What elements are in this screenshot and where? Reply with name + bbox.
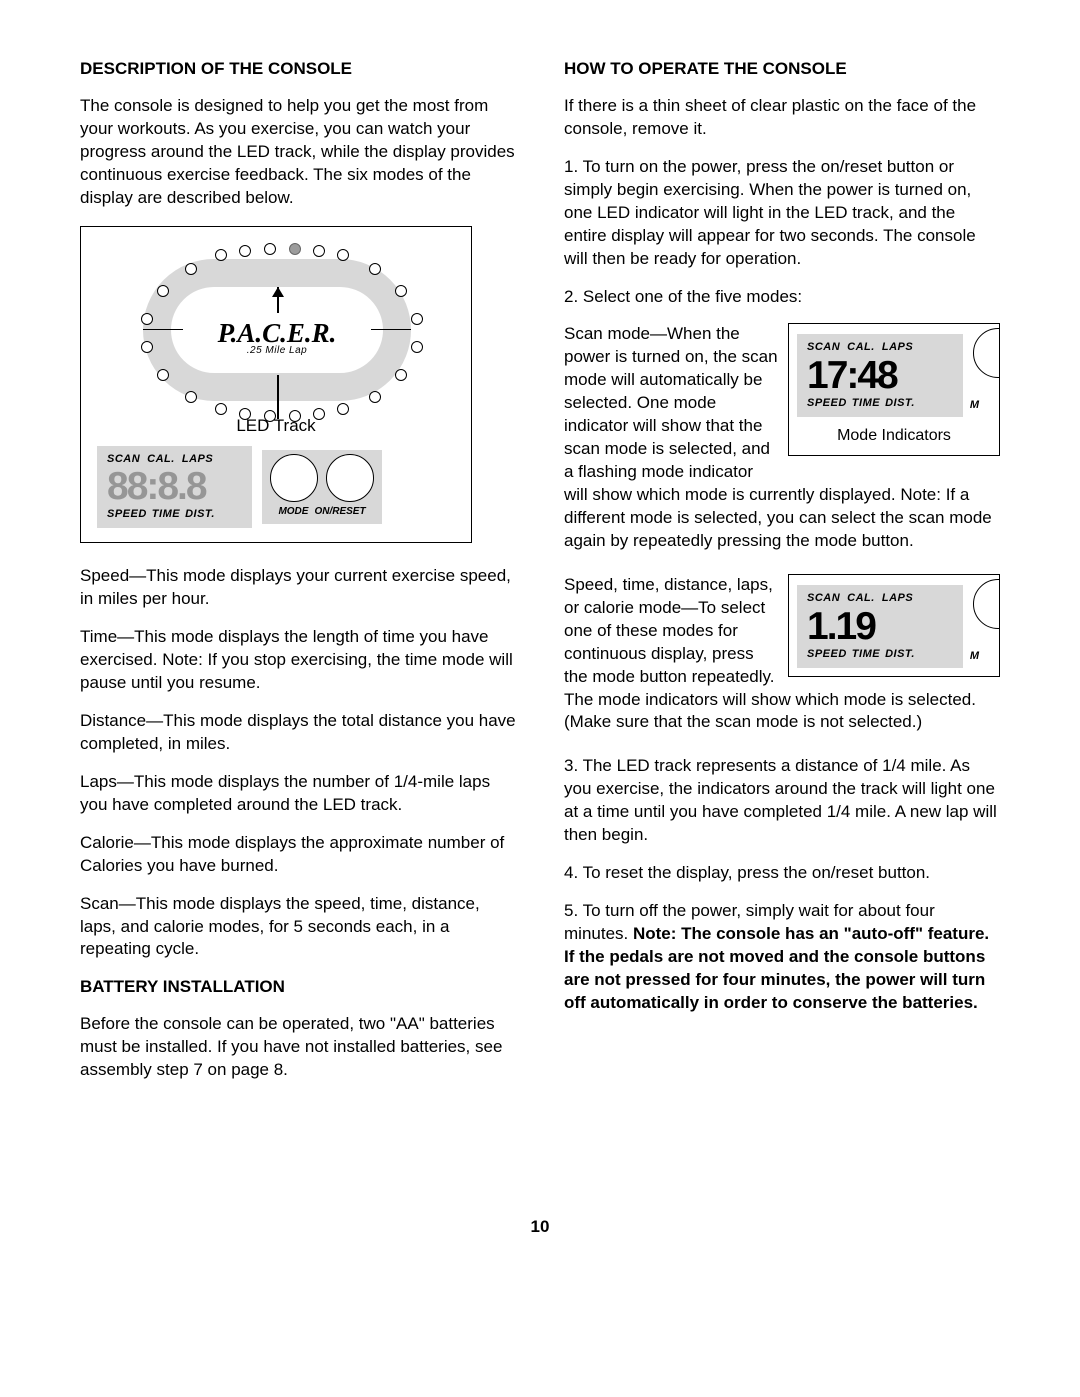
- h-line-right: [371, 329, 411, 331]
- led-indicator: [215, 403, 227, 415]
- mini2-laps: LAPS: [882, 591, 913, 606]
- led-indicator: [289, 243, 301, 255]
- buttons-block: MODE ON/RESET: [262, 450, 382, 524]
- lcd-display: SCAN CAL. LAPS 88:8.8 SPEED TIME DIST.: [97, 446, 252, 529]
- step-4: 4. To reset the display, press the on/re…: [564, 862, 1000, 885]
- page-number: 10: [80, 1217, 1000, 1237]
- led-indicator: [239, 245, 251, 257]
- lcd-value: 88:8.8: [107, 467, 242, 506]
- intro-paragraph: The console is designed to help you get …: [80, 95, 516, 210]
- calorie-mode-text: Calorie—This mode displays the approxima…: [80, 832, 516, 878]
- lcd-label-cal: CAL.: [147, 452, 175, 467]
- right-column: HOW TO OPERATE THE CONSOLE If there is a…: [564, 58, 1000, 1097]
- mini2-speed: SPEED: [807, 647, 847, 662]
- partial-button-icon: [969, 334, 991, 417]
- mini1-cal: CAL.: [847, 340, 875, 355]
- mode-button[interactable]: [270, 454, 318, 502]
- lcd-label-dist: DIST.: [185, 507, 215, 522]
- step-1: 1. To turn on the power, press the on/re…: [564, 156, 1000, 271]
- time-mode-text: Time—This mode displays the length of ti…: [80, 626, 516, 695]
- mini1-speed: SPEED: [807, 396, 847, 411]
- battery-text: Before the console can be operated, two …: [80, 1013, 516, 1082]
- led-indicator: [239, 408, 251, 420]
- tick-line-top: [277, 287, 279, 313]
- distance-mode-text: Distance—This mode displays the total di…: [80, 710, 516, 756]
- lcd-label-speed: SPEED: [107, 507, 147, 522]
- led-indicator: [313, 245, 325, 257]
- on-reset-button[interactable]: [326, 454, 374, 502]
- on-reset-button-label: ON/RESET: [314, 505, 365, 519]
- scan-mode-text: Scan—This mode displays the speed, time,…: [80, 893, 516, 962]
- step-2-lead: 2. Select one of the five modes:: [564, 286, 1000, 309]
- heading-operate: HOW TO OPERATE THE CONSOLE: [564, 58, 1000, 81]
- step-3: 3. The LED track represents a distance o…: [564, 755, 1000, 847]
- mini1-value: 17:48: [807, 356, 953, 395]
- mode-select-figure: SCAN CAL. LAPS 1.19 SPEED TIME DIST. M: [788, 574, 1000, 677]
- tick-line-bottom: [277, 375, 279, 419]
- mini2-value: 1.19: [807, 607, 953, 646]
- console-diagram: P.A.C.E.R. .25 Mile Lap LED Track SCAN C…: [80, 226, 472, 544]
- mini-lcd-2: SCAN CAL. LAPS 1.19 SPEED TIME DIST. M: [797, 585, 963, 668]
- mini1-scan: SCAN: [807, 340, 840, 355]
- operate-intro: If there is a thin sheet of clear plasti…: [564, 95, 1000, 141]
- scan-mode-text-b: scan mode is selected, and a flashing mo…: [564, 439, 992, 550]
- mode-select-block: SCAN CAL. LAPS 1.19 SPEED TIME DIST. M: [564, 574, 1000, 735]
- heading-battery: BATTERY INSTALLATION: [80, 976, 516, 999]
- mile-lap-label: .25 Mile Lap: [93, 344, 461, 358]
- led-indicator: [264, 243, 276, 255]
- pacer-track: P.A.C.E.R. .25 Mile Lap: [93, 241, 461, 419]
- scan-mode-block: SCAN CAL. LAPS 17:48 SPEED TIME DIST. M: [564, 323, 1000, 552]
- laps-mode-text: Laps—This mode displays the number of 1/…: [80, 771, 516, 817]
- mode-indicators-label: Mode Indicators: [797, 425, 991, 447]
- speed-mode-text: Speed—This mode displays your current ex…: [80, 565, 516, 611]
- scan-mode-text-a: Scan mode—When the power is turned on, t…: [564, 324, 778, 435]
- mini1-dist: DIST.: [885, 396, 915, 411]
- partial-button-icon-2: [969, 585, 991, 668]
- lcd-label-time: TIME: [152, 507, 180, 522]
- mini-lcd-1: SCAN CAL. LAPS 17:48 SPEED TIME DIST. M: [797, 334, 963, 417]
- mini1-time: TIME: [852, 396, 880, 411]
- mini1-laps: LAPS: [882, 340, 913, 355]
- lcd-label-scan: SCAN: [107, 452, 140, 467]
- mini2-scan: SCAN: [807, 591, 840, 606]
- lcd-label-laps: LAPS: [182, 452, 213, 467]
- mini2-cal: CAL.: [847, 591, 875, 606]
- heading-description: DESCRIPTION OF THE CONSOLE: [80, 58, 516, 81]
- mini2-time: TIME: [852, 647, 880, 662]
- led-indicator: [337, 403, 349, 415]
- mode-button-label: MODE: [278, 505, 308, 519]
- left-column: DESCRIPTION OF THE CONSOLE The console i…: [80, 58, 516, 1097]
- mini2-dist: DIST.: [885, 647, 915, 662]
- led-indicator: [313, 408, 325, 420]
- h-line-left: [143, 329, 183, 331]
- mode-indicators-figure: SCAN CAL. LAPS 17:48 SPEED TIME DIST. M: [788, 323, 1000, 455]
- step-5: 5. To turn off the power, simply wait fo…: [564, 900, 1000, 1015]
